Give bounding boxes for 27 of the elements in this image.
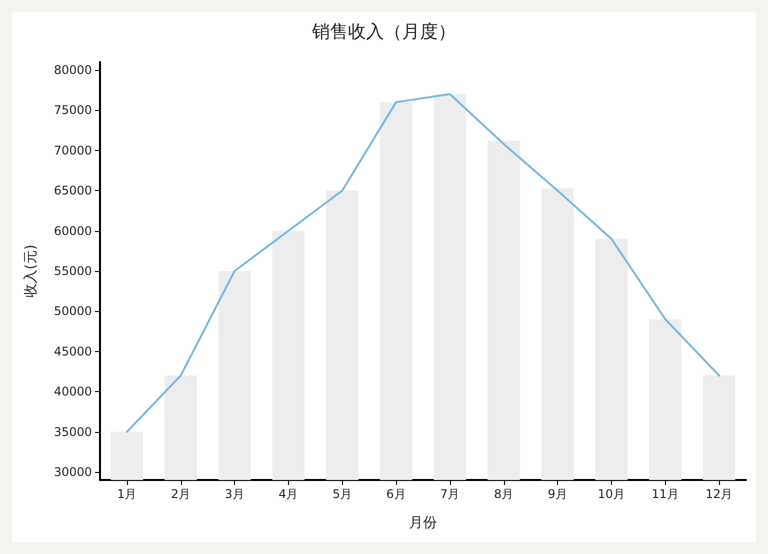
x-tick-label: 4月 xyxy=(278,487,298,501)
x-tick-label: 6月 xyxy=(386,487,406,501)
y-tick-label: 40000 xyxy=(54,384,92,399)
y-tick-label: 75000 xyxy=(54,103,92,118)
x-tick-label: 3月 xyxy=(224,487,244,501)
x-tick-label: 5月 xyxy=(332,487,352,501)
y-tick-label: 55000 xyxy=(54,264,92,278)
y-tick-label: 70000 xyxy=(54,143,92,158)
chart-title: 销售收入（月度） xyxy=(311,22,456,42)
line-series xyxy=(126,93,720,433)
x-axis-title: 月份 xyxy=(409,515,437,531)
y-tick-label: 50000 xyxy=(54,304,92,318)
y-tick-label: 30000 xyxy=(54,464,92,479)
y-tick-label: 60000 xyxy=(54,224,92,238)
x-tick-label: 7月 xyxy=(440,487,460,501)
x-tick-label: 12月 xyxy=(705,487,733,501)
y-tick-label: 45000 xyxy=(54,344,92,358)
x-tick-label: 8月 xyxy=(494,487,514,501)
x-tick-label: 9月 xyxy=(548,487,568,501)
x-tick-label: 2月 xyxy=(170,487,191,501)
y-tick-label: 80000 xyxy=(54,63,92,78)
x-tick-label: 1月 xyxy=(117,487,137,501)
y-tick-label: 35000 xyxy=(54,424,92,439)
x-tick-label: 11月 xyxy=(652,487,679,501)
y-tick-label: 65000 xyxy=(54,184,92,198)
x-tick-label: 10月 xyxy=(598,487,626,501)
y-axis-title: 收入(元) xyxy=(23,244,39,298)
